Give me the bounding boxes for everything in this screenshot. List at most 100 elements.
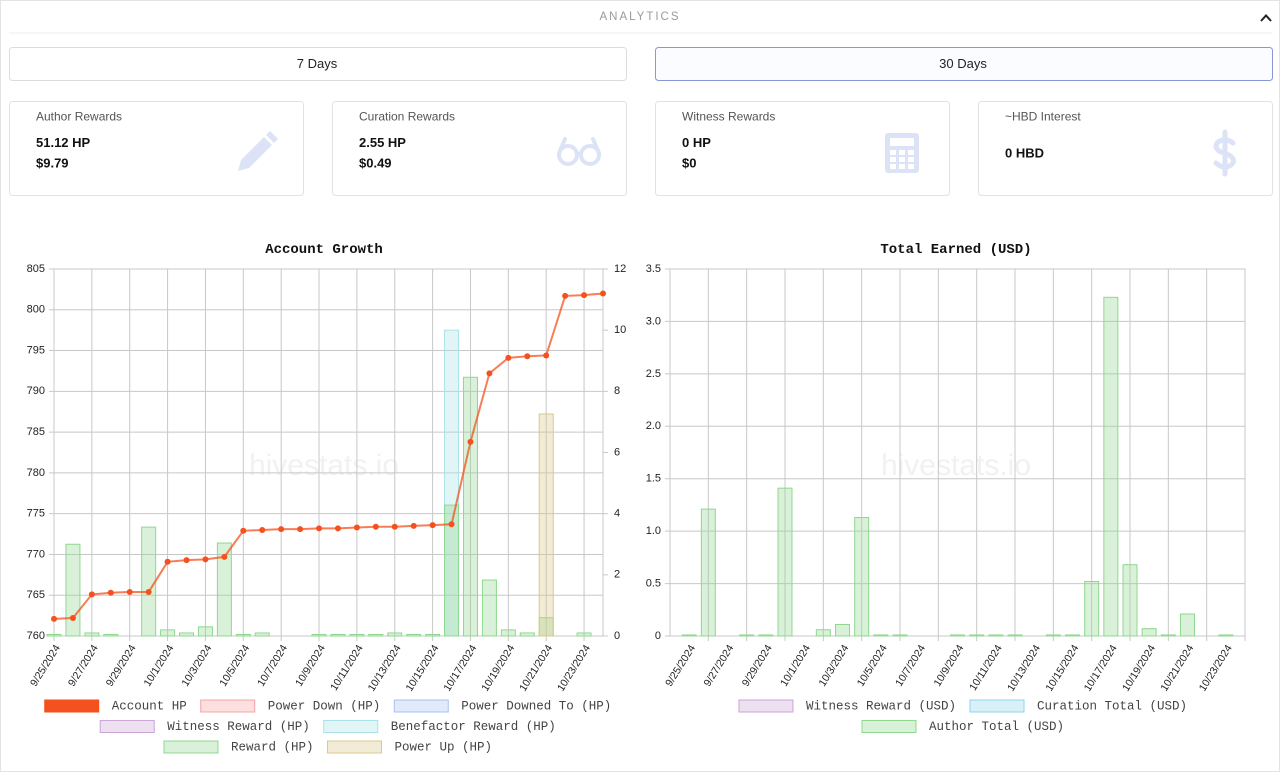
legend-swatch bbox=[163, 740, 219, 754]
line-point bbox=[410, 522, 417, 529]
line-point bbox=[88, 591, 95, 598]
line-point bbox=[543, 352, 550, 359]
reward-card: ~HBD Interest 0 HBD bbox=[978, 101, 1273, 196]
bar bbox=[84, 632, 100, 637]
y2-tick-label: 0 bbox=[614, 630, 620, 642]
y2-tick-label: 6 bbox=[614, 446, 620, 458]
legend-item[interactable]: Reward (HP) bbox=[163, 740, 314, 754]
bar bbox=[1160, 634, 1176, 637]
bar bbox=[1218, 634, 1234, 637]
chart-watermark: hivestats.io bbox=[881, 449, 1031, 482]
bar bbox=[387, 632, 403, 637]
y-tick-label: 800 bbox=[27, 304, 45, 316]
bar bbox=[179, 632, 195, 637]
line-point bbox=[391, 523, 398, 530]
glasses-icon bbox=[557, 137, 602, 166]
legend-swatch bbox=[323, 720, 379, 733]
line-point bbox=[51, 615, 57, 622]
bar bbox=[330, 633, 346, 637]
card-value: 2.55 HP bbox=[359, 135, 406, 150]
bar bbox=[576, 632, 592, 637]
card-title: ~HBD Interest bbox=[1005, 110, 1081, 124]
bar bbox=[103, 633, 119, 637]
legend-swatch bbox=[326, 740, 382, 754]
bar bbox=[739, 634, 755, 637]
calculator-key bbox=[908, 150, 914, 155]
legend-swatch bbox=[861, 720, 917, 733]
range-button-label: 7 Days bbox=[297, 56, 338, 71]
bar bbox=[1180, 613, 1195, 637]
card-value: 51.12 HP bbox=[36, 135, 91, 150]
card-title: Witness Rewards bbox=[682, 110, 775, 124]
reward-card: Author Rewards 51.12 HP $9.79 bbox=[9, 101, 304, 196]
range-button[interactable] bbox=[655, 47, 1273, 81]
y-tick-label: 3.5 bbox=[646, 263, 661, 275]
card-box bbox=[9, 101, 304, 196]
line-point bbox=[145, 588, 152, 595]
legend-label: Witness Reward (USD) bbox=[806, 699, 956, 713]
legend-item[interactable]: Account HP bbox=[44, 699, 187, 713]
y-tick-label: 775 bbox=[27, 508, 45, 520]
line-point bbox=[505, 354, 512, 361]
bar bbox=[988, 634, 1004, 637]
line-point bbox=[183, 557, 190, 564]
legend-label: Benefactor Reward (HP) bbox=[391, 720, 556, 734]
y-tick-label: 1.0 bbox=[646, 525, 661, 537]
bar bbox=[368, 633, 384, 637]
bar bbox=[758, 634, 774, 637]
y-tick-label: 790 bbox=[27, 385, 45, 397]
line-point bbox=[448, 521, 455, 528]
line-point bbox=[353, 524, 360, 531]
bar bbox=[1103, 296, 1119, 637]
plot-border bbox=[53, 268, 604, 637]
bar bbox=[349, 633, 365, 637]
pencil-icon bbox=[238, 131, 278, 171]
legend-item[interactable]: Power Down (HP) bbox=[200, 699, 381, 713]
card-value: $0.49 bbox=[359, 155, 392, 170]
range-button[interactable] bbox=[9, 47, 627, 81]
legend-swatch bbox=[969, 699, 1025, 713]
legend-label: Author Total (USD) bbox=[929, 720, 1064, 734]
legend-label: Power Up (HP) bbox=[394, 740, 492, 754]
chart-watermark: hivestats.io bbox=[249, 449, 399, 482]
legend-label: Witness Reward (HP) bbox=[167, 720, 310, 734]
legend-item[interactable]: Witness Reward (HP) bbox=[99, 720, 310, 734]
y-tick-label: 0.5 bbox=[646, 577, 661, 589]
legend-item[interactable]: Benefactor Reward (HP) bbox=[323, 720, 556, 734]
card-title: Author Rewards bbox=[36, 110, 122, 124]
legend-item[interactable]: Power Up (HP) bbox=[326, 740, 492, 754]
legend-label: Curation Total (USD) bbox=[1037, 699, 1187, 713]
card-box bbox=[655, 101, 950, 196]
legend-item[interactable]: Curation Total (USD) bbox=[969, 699, 1187, 713]
legend-swatch bbox=[44, 699, 100, 713]
range-button-label: 30 Days bbox=[939, 56, 987, 71]
y2-tick-label: 10 bbox=[614, 324, 626, 336]
bar bbox=[141, 526, 157, 637]
y2-tick-label: 8 bbox=[614, 385, 620, 397]
legend-swatch bbox=[99, 720, 155, 733]
collapse-toggle[interactable] bbox=[1260, 14, 1272, 22]
bar bbox=[873, 634, 889, 637]
legend-item[interactable]: Author Total (USD) bbox=[861, 720, 1064, 734]
bar bbox=[950, 634, 965, 637]
section-title: ANALYTICS bbox=[599, 11, 680, 23]
bar bbox=[235, 633, 251, 637]
line-point bbox=[240, 527, 247, 534]
bar bbox=[1007, 634, 1023, 637]
line-point bbox=[372, 523, 379, 530]
line-point bbox=[126, 588, 133, 595]
line-point bbox=[316, 525, 323, 532]
y-tick-label: 0 bbox=[655, 630, 661, 642]
legend-item[interactable]: Witness Reward (USD) bbox=[738, 699, 956, 713]
chart-title: Total Earned (USD) bbox=[880, 242, 1031, 258]
y-tick-label: 785 bbox=[27, 426, 45, 438]
bar bbox=[681, 634, 697, 637]
line-point bbox=[334, 525, 341, 532]
line-point bbox=[562, 292, 569, 299]
card-value: $0 bbox=[682, 155, 696, 170]
bar bbox=[46, 633, 62, 637]
card-value: 0 HP bbox=[682, 135, 711, 150]
legend-item[interactable]: Power Downed To (HP) bbox=[393, 699, 611, 713]
